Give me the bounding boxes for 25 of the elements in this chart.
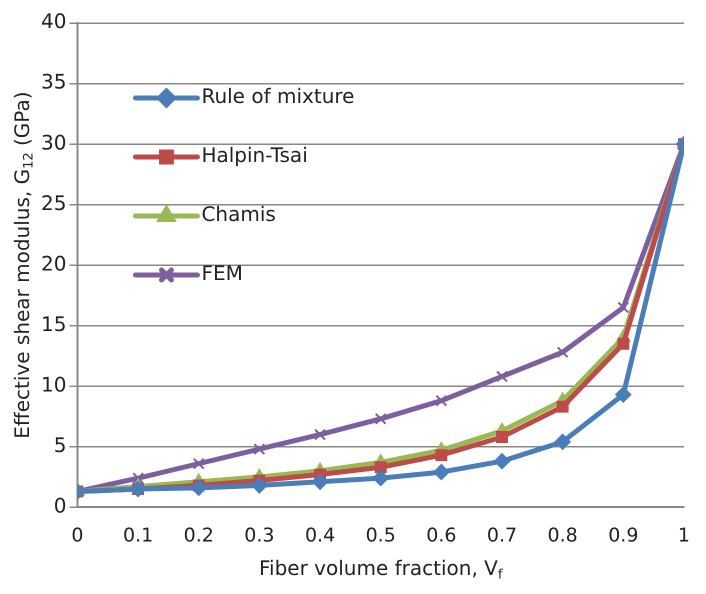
x-tick-label: 0.2 bbox=[184, 524, 214, 547]
y-tick-label: 15 bbox=[40, 312, 66, 336]
y-tick-label: 20 bbox=[40, 251, 66, 276]
y-tick-label: 40 bbox=[40, 9, 66, 34]
x-tick-label: 0.4 bbox=[304, 524, 336, 547]
y-tick-label: 35 bbox=[40, 70, 66, 94]
x-tick-label: 0 bbox=[71, 524, 84, 547]
x-tick-label: 0.8 bbox=[548, 524, 578, 547]
legend-label: Halpin-Tsai bbox=[201, 143, 308, 168]
y-tick-label: 0 bbox=[54, 493, 66, 518]
x-tick-label: 0.7 bbox=[486, 524, 518, 547]
y-tick-label: 30 bbox=[40, 130, 66, 154]
x-tick-label: 0.3 bbox=[244, 524, 275, 547]
legend-label: Chamis bbox=[201, 202, 276, 226]
x-tick-label: 0.9 bbox=[608, 524, 638, 547]
y-tick-label: 5 bbox=[54, 432, 66, 457]
legend-label: FEM bbox=[201, 261, 243, 286]
y-tick-label: 25 bbox=[40, 190, 66, 215]
x-tick-label: 0.1 bbox=[122, 524, 154, 547]
x-tick-label: 1 bbox=[678, 524, 690, 547]
x-tick-label: 0.6 bbox=[426, 524, 456, 547]
y-tick-label: 10 bbox=[40, 372, 66, 396]
legend-label: Rule of mixture bbox=[201, 84, 354, 108]
x-tick-label: 0.5 bbox=[366, 524, 396, 547]
y-axis-title: Effective shear modulus, G12 (GPa) bbox=[10, 91, 36, 439]
